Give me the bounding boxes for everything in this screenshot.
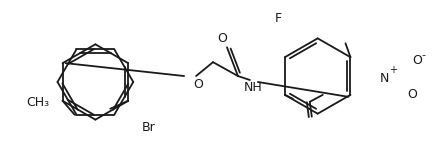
Text: O: O (413, 54, 422, 67)
Text: NH: NH (244, 81, 262, 94)
Text: O: O (217, 32, 227, 45)
Text: F: F (275, 12, 283, 25)
Text: +: + (389, 65, 397, 75)
Text: O: O (407, 88, 417, 101)
Text: N: N (380, 72, 389, 85)
Text: CH₃: CH₃ (26, 96, 49, 109)
Text: -: - (421, 50, 426, 60)
Text: Br: Br (141, 121, 155, 134)
Text: O: O (193, 79, 203, 91)
